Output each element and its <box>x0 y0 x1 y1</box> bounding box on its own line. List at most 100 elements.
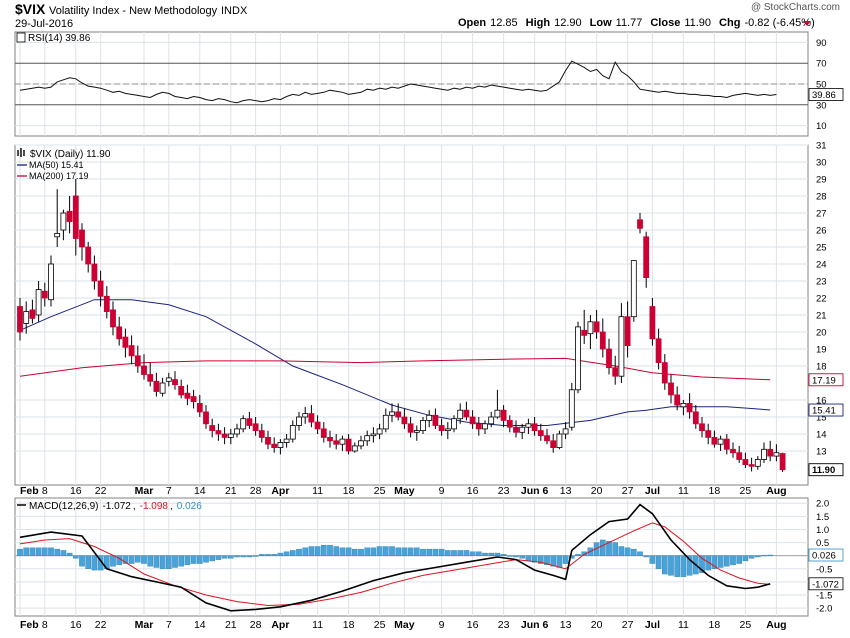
macd-histogram-bar <box>606 541 612 556</box>
macd-histogram-bar <box>767 554 773 557</box>
macd-value-badge-text: -1.072 <box>812 579 839 590</box>
candle <box>277 439 284 455</box>
x-axis-label: Jun 6 <box>521 485 549 497</box>
candle <box>661 354 668 390</box>
candle <box>227 428 234 445</box>
candle <box>513 420 519 438</box>
macd-histogram-bar <box>110 555 116 567</box>
candle <box>457 403 464 424</box>
x-axis-label: 27 <box>622 485 634 497</box>
price-tick-label: 28 <box>816 192 827 203</box>
macd-histogram-bar <box>631 548 637 556</box>
macd-histogram-bar <box>519 555 525 559</box>
candle-body <box>35 289 42 316</box>
candle <box>779 452 786 472</box>
macd-histogram-bar <box>196 555 203 564</box>
candle <box>246 411 253 429</box>
rsi-legend: RSI(14) 39.86 <box>16 32 91 44</box>
rsi-tick-label: 50 <box>816 80 827 91</box>
candle-body <box>134 355 141 367</box>
macd-histogram-bar <box>259 554 265 556</box>
macd-histogram-bar <box>451 550 457 556</box>
macd-histogram-bar <box>469 551 476 556</box>
x-axis-label: 22 <box>95 619 107 631</box>
candle-body <box>54 232 61 238</box>
candle <box>593 309 600 339</box>
macd-histogram-bar <box>401 547 408 556</box>
ma200-value-badge-text: 17.19 <box>812 375 836 386</box>
candle <box>562 422 569 440</box>
candle <box>122 328 129 358</box>
candle-body <box>209 425 216 431</box>
candle <box>581 309 588 344</box>
candle-body <box>41 290 48 299</box>
candle-body <box>413 430 420 433</box>
macd-histogram-bar <box>29 547 36 556</box>
candle <box>730 442 736 458</box>
candle <box>240 415 247 433</box>
candle-body <box>401 416 408 425</box>
candle <box>215 423 222 441</box>
candle <box>494 389 501 419</box>
rsi-value-badge <box>808 88 844 101</box>
price-tick-label: 25 <box>816 243 827 254</box>
candle-body <box>60 212 67 231</box>
ma50-line <box>19 299 771 426</box>
x-axis-label: 8 <box>42 619 48 631</box>
candle-body <box>79 229 85 248</box>
rsi-tick-label: 90 <box>816 38 827 49</box>
candle-body <box>196 402 203 413</box>
candle-body <box>221 433 228 438</box>
price-tick-label: 23 <box>816 277 827 288</box>
candle <box>655 328 662 370</box>
macd-histogram-bar <box>91 555 98 571</box>
candle-body <box>661 362 668 384</box>
candle <box>624 301 631 358</box>
price-tick-label: 24 <box>816 260 827 271</box>
macd-histogram-bar <box>321 545 327 556</box>
x-axis-label: 16 <box>467 485 479 497</box>
macd-histogram-bar <box>48 547 54 556</box>
candle <box>630 260 637 322</box>
macd-histogram-bar <box>17 548 23 556</box>
macd-tick-label: 1.0 <box>816 525 829 536</box>
rsi-line <box>19 60 777 104</box>
candle-body <box>562 428 569 435</box>
macd-histogram-bar <box>376 546 383 556</box>
macd-histogram-bar <box>426 548 433 556</box>
price-tick-label: 19 <box>816 345 827 356</box>
candle <box>618 303 625 383</box>
macd-histogram-bar <box>383 546 389 556</box>
macd-histogram-bar <box>686 555 693 576</box>
low-value: 11.77 <box>616 17 643 29</box>
candle <box>23 301 30 334</box>
macd-histogram-bar <box>165 555 172 570</box>
macd-histogram-bar <box>748 555 755 559</box>
candle-body <box>97 280 104 297</box>
price-tick-label: 18 <box>816 362 827 373</box>
candle <box>308 405 315 428</box>
rsi-value-badge-text: 39.86 <box>812 90 836 101</box>
candle <box>271 437 278 453</box>
x-axis-label: 14 <box>194 619 206 631</box>
macd-histogram-bar <box>476 551 482 556</box>
macd-histogram-bar <box>711 555 718 570</box>
candle-body <box>742 459 749 465</box>
candle-body <box>519 426 526 433</box>
candle-body <box>767 448 774 457</box>
candle <box>432 408 439 429</box>
low-label: Low <box>590 17 612 29</box>
candle-body <box>66 210 73 222</box>
macd-histogram-bar <box>314 546 321 556</box>
ma50-value-badge-text: 15.41 <box>812 406 836 417</box>
x-axis-label: Jul <box>645 619 660 631</box>
candle-body <box>252 423 259 431</box>
x-axis-label: May <box>394 619 415 631</box>
macd-histogram-bar <box>190 555 197 564</box>
x-axis-label: 23 <box>498 619 510 631</box>
macd-histogram-bar <box>600 539 606 556</box>
macd-histogram-bar <box>612 542 618 556</box>
candle-body <box>420 419 426 431</box>
x-axis-label: 11 <box>312 485 323 497</box>
candle-body <box>240 418 247 430</box>
